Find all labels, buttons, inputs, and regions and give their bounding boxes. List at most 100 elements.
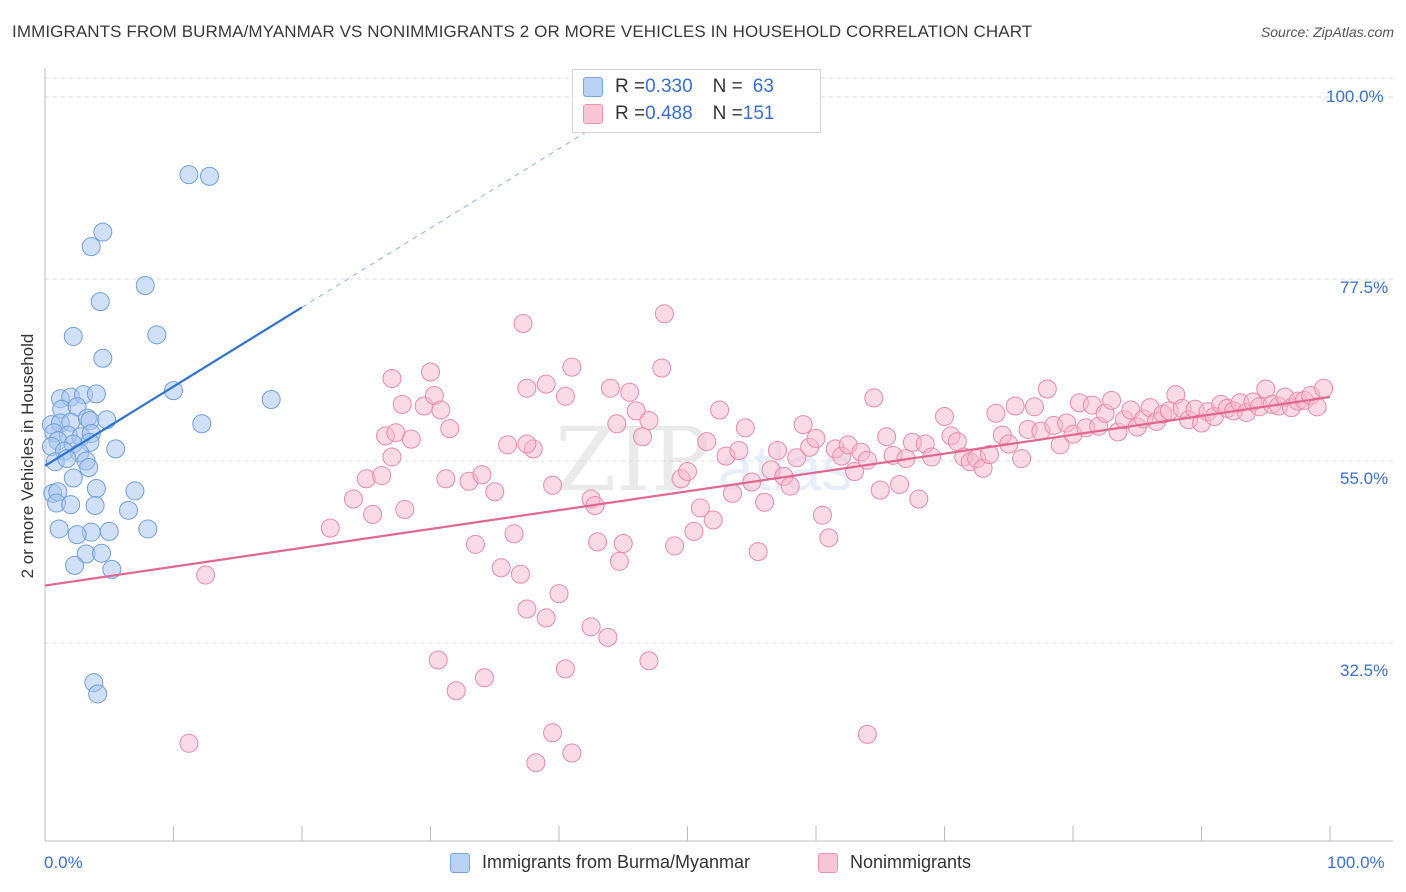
nonimmigrants-point (703, 510, 723, 530)
grid-lines (45, 77, 1393, 644)
nonimmigrants-point (1005, 396, 1025, 416)
nonimmigrants-point (1307, 397, 1327, 417)
correlation-legend: R = 0.330 N = 63 R = 0.488 N = 151 (572, 69, 821, 133)
burma-point (147, 325, 167, 345)
burma-point (65, 555, 85, 575)
burma-point (67, 525, 87, 545)
burma-point (261, 390, 281, 410)
nonimmigrants-point (549, 584, 569, 604)
burma-point (88, 684, 108, 704)
burma-point (93, 222, 113, 242)
nonimmigrants-point (179, 733, 199, 753)
nonimmigrants-point (613, 534, 633, 554)
nonimmigrants-point (890, 474, 910, 494)
nonimmigrants-point (986, 403, 1006, 423)
burma-point (97, 410, 117, 430)
nonimmigrants-point (665, 536, 685, 556)
nonimmigrants-point (729, 440, 749, 460)
n-value: 151 (742, 103, 775, 124)
nonimmigrants-point (877, 427, 897, 447)
nonimmigrants-point (428, 650, 448, 670)
nonimmigrants-point (517, 599, 537, 619)
nonimmigrants-point (465, 534, 485, 554)
legend-swatch-pink (818, 852, 838, 873)
nonimmigrants-point (935, 407, 954, 427)
burma-point (79, 457, 99, 477)
nonimmigrants-point (543, 475, 563, 495)
nonimmigrants-point (857, 724, 877, 744)
legend-swatch-pink (583, 104, 603, 124)
trend-lines (44, 132, 1331, 587)
nonimmigrants-point (690, 498, 710, 518)
x-axis-min-label: 0.0% (44, 853, 83, 872)
nonimmigrants-point (654, 304, 674, 324)
burma-point (90, 292, 110, 312)
nonimmigrants-point (526, 753, 546, 773)
chart-title: IMMIGRANTS FROM BURMA/MYANMAR VS NONIMMI… (12, 22, 1033, 41)
nonimmigrants-point (598, 627, 618, 647)
nonimmigrants-point (607, 414, 627, 434)
legend-swatch-blue (583, 77, 603, 97)
nonimmigrants-points (179, 304, 1334, 773)
nonimmigrants-point (684, 521, 704, 541)
nonimmigrants-point (864, 388, 884, 408)
burma-point (199, 166, 219, 186)
nonimmigrants-point (639, 651, 659, 671)
nonimmigrants-point (748, 542, 768, 562)
nonimmigrants-point (767, 440, 787, 460)
burma-point (49, 519, 69, 539)
r-label: R = (615, 103, 646, 124)
nonimmigrants-point (678, 462, 697, 482)
nonimmigrants-point (446, 681, 466, 701)
nonimmigrants-point (780, 476, 800, 496)
r-value: 0.330 (645, 76, 693, 97)
nonimmigrants-point (793, 415, 813, 435)
nonimmigrants-point (536, 374, 556, 394)
axes (44, 68, 1393, 842)
burma-point (106, 439, 126, 459)
nonimmigrants-point (609, 551, 629, 571)
legend-swatch-blue (450, 852, 470, 873)
nonimmigrants-point (735, 418, 755, 438)
nonimmigrants-point (812, 505, 832, 525)
y-tick-label-32-5: 32.5% (1340, 661, 1389, 680)
nonimmigrants-point (517, 434, 537, 454)
nonimmigrants-point (504, 524, 524, 544)
nonimmigrants-point (722, 483, 742, 503)
nonimmigrants-point (510, 564, 530, 584)
nonimmigrants-point (517, 378, 537, 398)
nonimmigrants-point (382, 447, 402, 467)
burma-point (125, 481, 145, 501)
burma-trend-extension (301, 132, 585, 308)
nonimmigrants-point (474, 668, 494, 688)
nonimmigrants-point (421, 362, 440, 382)
y-tick-label-77-5: 77.5% (1340, 278, 1389, 297)
nonimmigrants-point (536, 608, 556, 628)
r-value: 0.488 (645, 103, 693, 124)
nonimmigrants-point (1012, 449, 1032, 469)
burma-point (192, 414, 212, 434)
nonimmigrants-point (1314, 378, 1334, 398)
legend-label-nonimmigrants: Nonimmigrants (850, 852, 972, 872)
nonimmigrants-point (431, 400, 451, 420)
nonimmigrants-point (436, 469, 456, 489)
nonimmigrants-point (1037, 379, 1057, 399)
burma-points (41, 165, 281, 704)
burma-point (135, 275, 155, 295)
nonimmigrants-point (562, 743, 582, 763)
nonimmigrants-point (639, 411, 659, 431)
source-label: Source: ZipAtlas.com (1260, 24, 1394, 40)
nonimmigrants-point (395, 500, 415, 520)
nonimmigrants-point (372, 466, 392, 486)
nonimmigrants-point (472, 465, 492, 485)
nonimmigrants-point (343, 489, 363, 509)
series-legend: Immigrants from Burma/Myanmar Nonimmigra… (0, 852, 1406, 876)
burma-point (85, 495, 105, 515)
nonimmigrants-point (626, 401, 646, 421)
legend-item-nonimmigrants: Nonimmigrants (818, 852, 971, 873)
nonimmigrants-point (1102, 390, 1122, 410)
burma-point (86, 479, 106, 499)
n-label: N = (712, 103, 743, 124)
nonimmigrants-point (363, 504, 383, 524)
burma-point (102, 559, 122, 579)
